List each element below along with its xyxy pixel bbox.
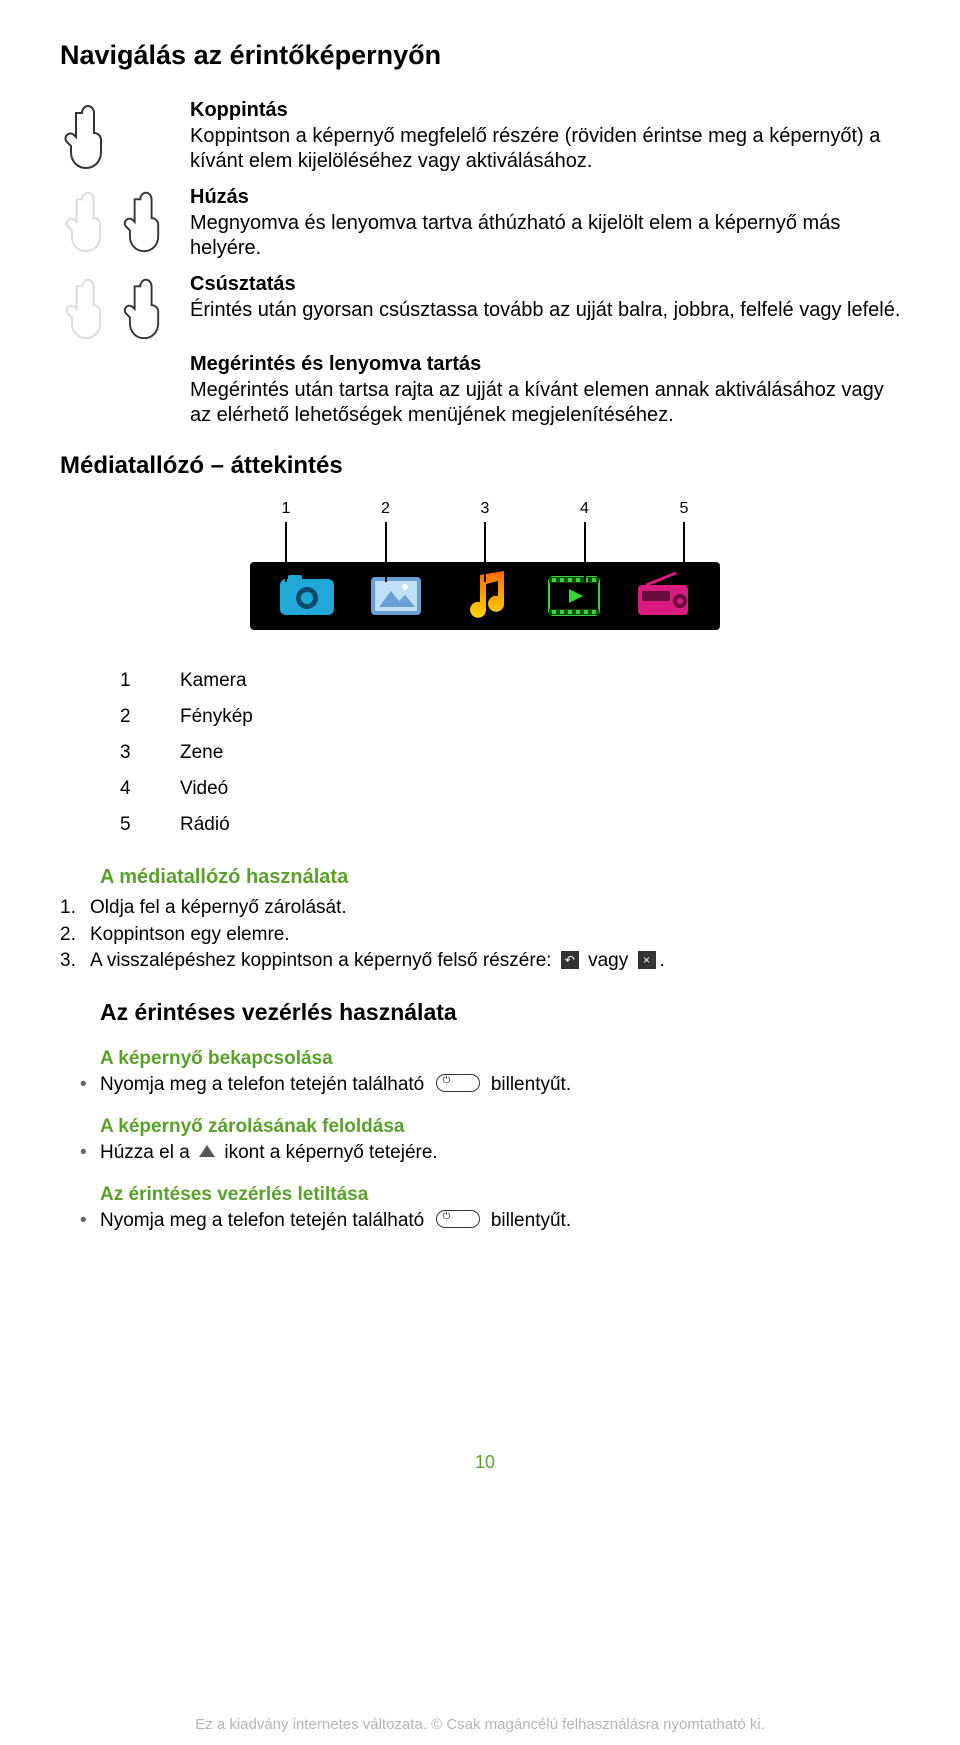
touch-on-post: billentyűt. [491,1074,571,1095]
media-diagram: 1 2 3 4 5 [250,500,720,630]
legend-row: 3Zene [120,742,910,764]
legend-row: 4Videó [120,778,910,800]
usage-steps: 1.Oldja fel a képernyő zárolását. 2.Kopp… [60,895,910,975]
callout-1-label: 1 [282,500,291,517]
disable-heading: Az érintéses vezérlés letiltása [100,1184,910,1206]
callout-4: 4 [579,500,591,582]
page-number: 10 [60,1452,910,1473]
unlock-heading: A képernyő zárolásának feloldása [100,1116,910,1138]
legend-num: 1 [120,670,180,692]
tap-icon [60,99,190,174]
disable-pre: Nyomja meg a telefon tetején található [100,1210,424,1231]
callout-5: 5 [678,500,690,582]
disable-body: • Nyomja meg a telefon tetején található… [80,1210,910,1232]
callout-3-label: 3 [481,500,490,517]
gesture-tap-title: Koppintás [190,99,910,122]
footer-text: Ez a kiadvány internetes változata. © Cs… [0,1716,960,1733]
radio-icon [632,571,694,621]
legend-row: 1Kamera [120,670,910,692]
touch-on-body: • Nyomja meg a telefon tetején található… [80,1074,910,1096]
power-key-icon [436,1210,480,1228]
legend-label: Kamera [180,670,247,692]
gesture-drag-title: Húzás [190,186,910,209]
usage-step-2: Koppintson egy elemre. [90,922,910,949]
video-icon [543,571,605,621]
close-icon: × [638,951,656,969]
callout-4-label: 4 [580,500,589,517]
gesture-row-tap: Koppintás Koppintson a képernyő megfelel… [60,99,910,174]
callout-5-label: 5 [680,500,689,517]
unlock-pre: Húzza el a [100,1142,190,1163]
photo-icon [365,571,427,621]
unlock-body: • Húzza el a ikont a képernyő tetejére. [80,1142,910,1164]
usage-step-1: Oldja fel a képernyő zárolását. [90,895,910,922]
usage-step-3: A visszalépéshez koppintson a képernyő f… [90,948,910,975]
media-overview-title: Médiatallózó – áttekintés [60,452,910,480]
legend-table: 1Kamera 2Fénykép 3Zene 4Videó 5Rádió [120,670,910,836]
legend-label: Fénykép [180,706,253,728]
legend-label: Videó [180,778,228,800]
legend-num: 4 [120,778,180,800]
gesture-hold: Megérintés és lenyomva tartás Megérintés… [190,353,910,428]
callout-2: 2 [380,500,392,582]
swipe-icon [60,273,190,341]
legend-num: 2 [120,706,180,728]
page-title: Navigálás az érintőképernyőn [60,40,910,71]
legend-label: Zene [180,742,223,764]
legend-num: 3 [120,742,180,764]
back-icon: ↶ [561,951,579,969]
touch-on-heading: A képernyő bekapcsolása [100,1048,910,1070]
gesture-hold-title: Megérintés és lenyomva tartás [190,353,910,376]
power-key-icon [436,1074,480,1092]
gesture-row-swipe: Csúsztatás Érintés után gyorsan csúsztas… [60,273,910,341]
legend-num: 5 [120,814,180,836]
unlock-triangle-icon [199,1145,215,1157]
gesture-tap-body: Koppintson a képernyő megfelelő részére … [190,124,910,174]
drag-icon [60,186,190,261]
gesture-drag-body: Megnyomva és lenyomva tartva áthúzható a… [190,211,910,261]
touch-heading: Az érintéses vezérlés használata [100,999,910,1026]
legend-row: 2Fénykép [120,706,910,728]
gesture-row-drag: Húzás Megnyomva és lenyomva tartva áthúz… [60,186,910,261]
legend-label: Rádió [180,814,230,836]
usage-heading: A médiatallózó használata [100,866,910,889]
callout-2-label: 2 [381,500,390,517]
touch-on-pre: Nyomja meg a telefon tetején található [100,1074,424,1095]
legend-row: 5Rádió [120,814,910,836]
callout-1: 1 [280,500,292,582]
gesture-swipe-title: Csúsztatás [190,273,910,296]
disable-post: billentyűt. [491,1210,571,1231]
unlock-mid: ikont a képernyő tetejére. [224,1142,437,1163]
gesture-swipe-body: Érintés után gyorsan csúsztassa tovább a… [190,298,910,323]
gesture-hold-body: Megérintés után tartsa rajta az ujját a … [190,378,910,428]
